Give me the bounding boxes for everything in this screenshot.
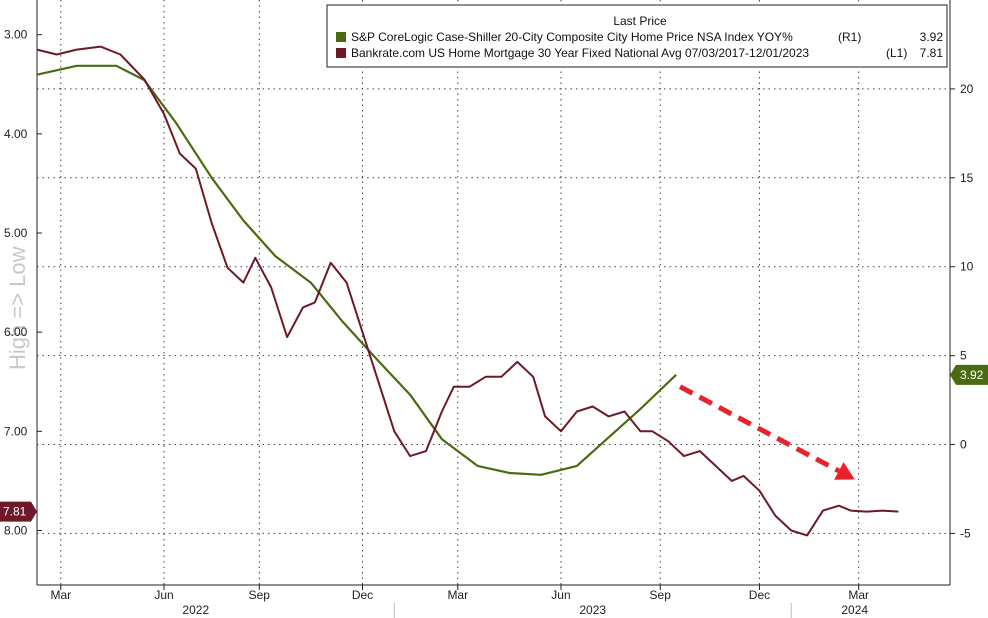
legend-axis-tag-mortgage: (L1)	[886, 46, 907, 60]
x-tick-label: Mar	[447, 588, 468, 602]
legend-last-mortgage: 7.81	[920, 46, 944, 60]
x-tick-label: Mar	[50, 588, 71, 602]
legend-label-mortgage: Bankrate.com US Home Mortgage 30 Year Fi…	[351, 46, 809, 60]
legend-box	[326, 4, 948, 68]
x-year-label: 2022	[182, 603, 209, 617]
trend-arrow-shaft	[678, 384, 841, 474]
right-tick-label: 10	[960, 260, 974, 274]
trend-arrow-head	[834, 462, 855, 480]
legend-swatch-case-shiller	[336, 32, 346, 42]
legend-swatch-mortgage	[336, 48, 346, 58]
legend-label-case-shiller: S&P CoreLogic Case-Shiller 20-City Compo…	[351, 30, 793, 44]
x-year-label: 2023	[579, 603, 606, 617]
x-tick-label: Sep	[650, 588, 672, 602]
series-line-mortgage	[36, 45, 899, 537]
x-axis-ticks: Mar Jun Sep Dec Mar Jun Sep Dec Mar 2022 2023 2024	[50, 585, 869, 618]
x-year-label: 2024	[841, 603, 868, 617]
badge-mortgage-text: 7.81	[3, 505, 27, 519]
legend-last-case-shiller: 3.92	[920, 30, 944, 44]
left-tick-label: 3.00	[4, 28, 28, 42]
left-tick-label: 6.00	[4, 325, 28, 339]
right-tick-label: 0	[960, 438, 967, 452]
grid-lines	[37, 0, 950, 585]
watermark-text: High => Low	[5, 246, 30, 370]
right-tick-label: 20	[960, 82, 974, 96]
left-tick-label: 7.00	[4, 424, 28, 438]
x-tick-label: Dec	[749, 588, 770, 602]
badge-mortgage	[0, 501, 37, 522]
left-tick-label: 5.00	[4, 226, 28, 240]
x-tick-label: Jun	[551, 588, 570, 602]
badge-case-shiller-text: 3.92	[960, 368, 984, 382]
x-tick-label: Jun	[154, 588, 173, 602]
trend-arrow	[678, 384, 855, 480]
series-layer	[36, 45, 899, 537]
x-tick-label: Sep	[249, 588, 271, 602]
legend: Last Price S&P CoreLogic Case-Shiller 20…	[326, 4, 948, 68]
x-tick-label: Mar	[848, 588, 869, 602]
left-axis-ticks: 3.00 4.00 5.00 6.00 7.00 8.00	[4, 28, 42, 537]
right-tick-label: 5	[960, 349, 967, 363]
right-tick-label: 15	[960, 171, 974, 185]
legend-axis-tag-case-shiller: (R1)	[838, 30, 861, 44]
left-tick-label: 8.00	[4, 523, 28, 537]
last-value-badges: 3.92 7.81	[0, 364, 988, 522]
right-tick-label: -5	[960, 526, 971, 540]
left-tick-label: 4.00	[4, 127, 28, 141]
legend-header: Last Price	[613, 14, 667, 28]
x-tick-label: Dec	[352, 588, 373, 602]
badge-case-shiller	[950, 364, 988, 385]
right-axis-ticks: 20 15 10 5 0 -5	[950, 82, 974, 540]
